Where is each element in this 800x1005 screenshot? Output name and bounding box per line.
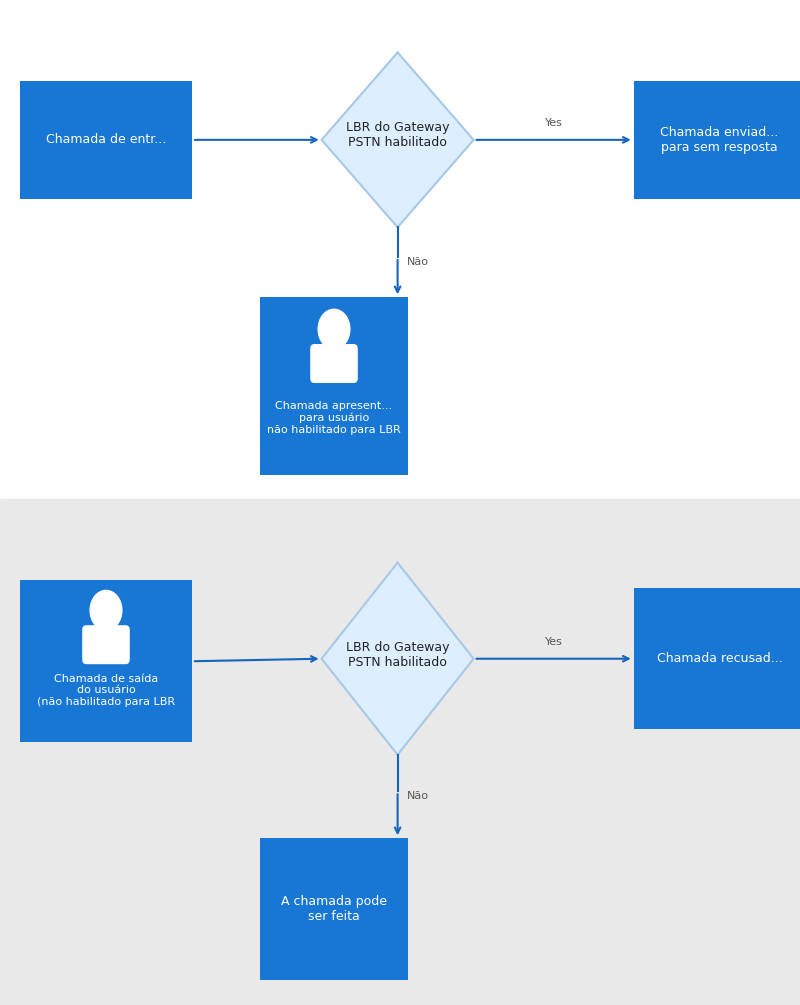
Text: Não: Não <box>407 257 429 267</box>
Polygon shape <box>322 52 474 227</box>
Bar <box>0 0 800 499</box>
Bar <box>20 81 192 199</box>
Text: A chamada pode
ser feita: A chamada pode ser feita <box>281 894 387 923</box>
Text: Chamada enviad...
para sem resposta: Chamada enviad... para sem resposta <box>661 126 778 154</box>
Text: Não: Não <box>407 792 429 801</box>
Text: Chamada de saída
do usuário
(não habilitado para LBR: Chamada de saída do usuário (não habilit… <box>37 673 175 707</box>
Bar <box>260 838 408 980</box>
Text: LBR do Gateway
PSTN habilitado: LBR do Gateway PSTN habilitado <box>346 121 450 149</box>
FancyBboxPatch shape <box>82 625 130 664</box>
Bar <box>0 499 800 1005</box>
Circle shape <box>90 590 122 630</box>
Bar <box>260 297 408 474</box>
Text: Yes: Yes <box>545 118 562 128</box>
Text: Chamada recusad...: Chamada recusad... <box>657 652 782 665</box>
Text: Chamada de entr...: Chamada de entr... <box>46 134 166 147</box>
FancyBboxPatch shape <box>310 344 358 383</box>
Circle shape <box>318 310 350 349</box>
Bar <box>20 580 192 742</box>
Polygon shape <box>322 563 474 755</box>
Text: Yes: Yes <box>545 636 562 646</box>
Text: LBR do Gateway
PSTN habilitado: LBR do Gateway PSTN habilitado <box>346 641 450 668</box>
Text: Chamada apresent...
para usuário
não habilitado para LBR: Chamada apresent... para usuário não hab… <box>267 401 401 435</box>
Bar <box>634 81 800 199</box>
Bar <box>634 588 800 730</box>
